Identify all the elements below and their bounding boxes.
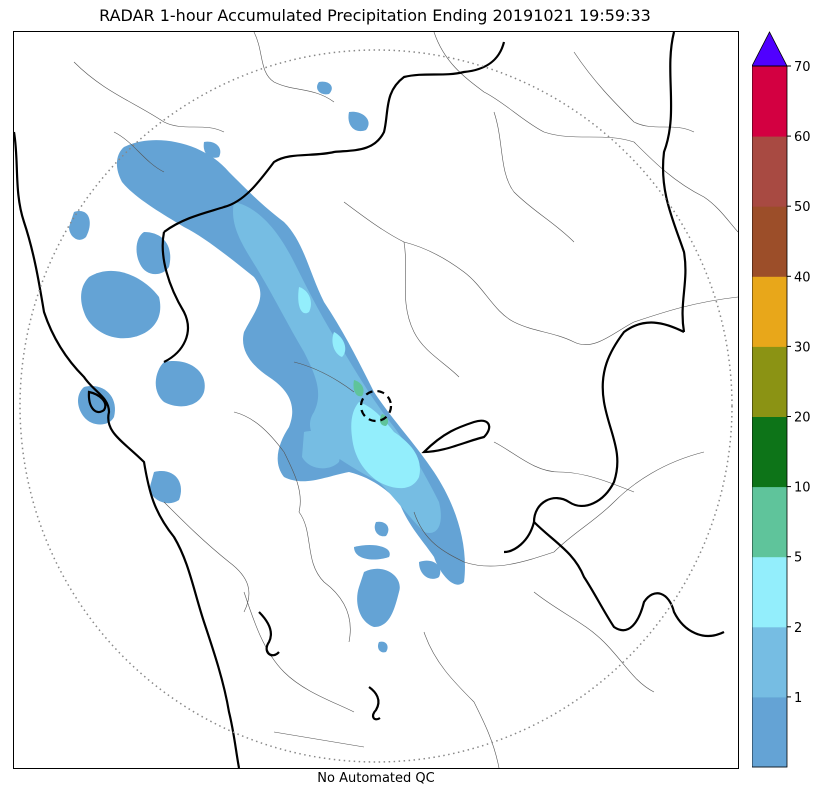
colorbar-tick-label: 20 xyxy=(794,411,811,426)
colorbar-tick-label: 5 xyxy=(794,551,802,566)
colorbar-tick-label: 10 xyxy=(794,481,811,496)
colorbar-bin xyxy=(752,66,787,137)
map-title: RADAR 1-hour Accumulated Precipitation E… xyxy=(99,6,651,25)
colorbar-bin xyxy=(752,416,787,488)
colorbar-bin xyxy=(752,346,787,417)
colorbar-tick-label: 60 xyxy=(794,130,811,145)
colorbar-tick-label: 50 xyxy=(794,200,811,215)
radar-map[interactable] xyxy=(13,31,739,769)
precip-light xyxy=(69,81,465,653)
colorbar-bin xyxy=(752,626,787,698)
district-boundaries xyxy=(73,32,738,768)
precipitation-colorbar: 1 2 5 10 20 30 40 50 60 70 xyxy=(752,31,811,768)
range-ring xyxy=(19,49,733,763)
radar-site-marker xyxy=(359,389,393,423)
precip-heavy xyxy=(298,287,420,489)
colorbar-bin xyxy=(752,276,787,347)
colorbar-bin xyxy=(752,206,787,277)
colorbar-tick-label: 30 xyxy=(794,340,811,355)
colorbar-tick-label: 2 xyxy=(794,621,802,636)
colorbar-bin xyxy=(752,556,787,628)
colorbar-bin xyxy=(752,696,787,768)
state-boundaries xyxy=(14,32,725,768)
colorbar-tick-label: 70 xyxy=(794,60,811,75)
colorbar-bin xyxy=(752,136,787,207)
colorbar-extend-arrow xyxy=(752,31,788,67)
colorbar-tick-label: 40 xyxy=(794,270,811,285)
colorbar-bin xyxy=(752,486,787,558)
colorbar-tick-label: 1 xyxy=(794,691,802,706)
qc-note: No Automated QC xyxy=(317,771,435,786)
